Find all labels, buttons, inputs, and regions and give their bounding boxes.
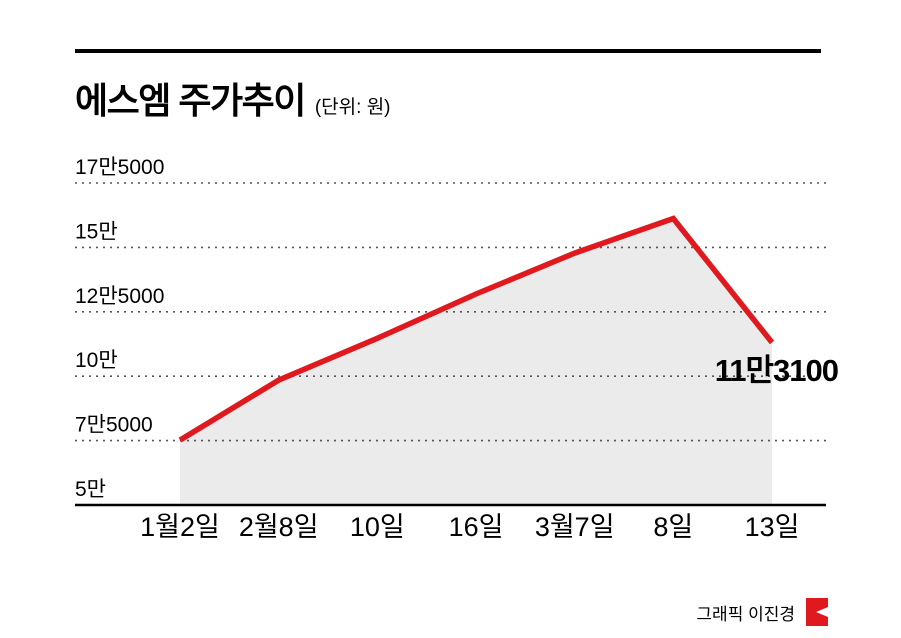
y-tick-label: 10만	[75, 349, 118, 372]
x-tick-label: 1월2일	[140, 512, 220, 542]
top-rule	[75, 49, 821, 53]
y-tick-label: 12만5000	[75, 285, 164, 308]
chart-title: 에스엠 주가추이	[75, 80, 306, 121]
x-tick-label: 3월7일	[535, 512, 615, 542]
y-tick-label: 17만5000	[75, 156, 164, 179]
last-price-label: 11만3100	[715, 353, 838, 388]
y-tick-label: 7만5000	[75, 414, 153, 437]
x-tick-label: 2월8일	[239, 512, 319, 542]
area-fill	[180, 218, 772, 505]
publisher-logo-icon	[806, 598, 828, 626]
y-tick-label: 15만	[75, 220, 118, 243]
chart-title-block: 에스엠 주가추이 (단위: 원)	[75, 72, 391, 124]
x-tick-label: 13일	[745, 512, 800, 542]
unit-label: (단위: 원)	[314, 97, 391, 118]
credit-text: 그래픽 이진경	[696, 604, 795, 624]
y-tick-label: 5만	[75, 478, 106, 501]
price-line	[178, 215, 775, 443]
credit-block: 그래픽 이진경	[696, 596, 830, 628]
x-tick-label: 8일	[653, 512, 693, 542]
x-tick-label: 10일	[350, 512, 405, 542]
x-tick-label: 16일	[449, 512, 504, 542]
